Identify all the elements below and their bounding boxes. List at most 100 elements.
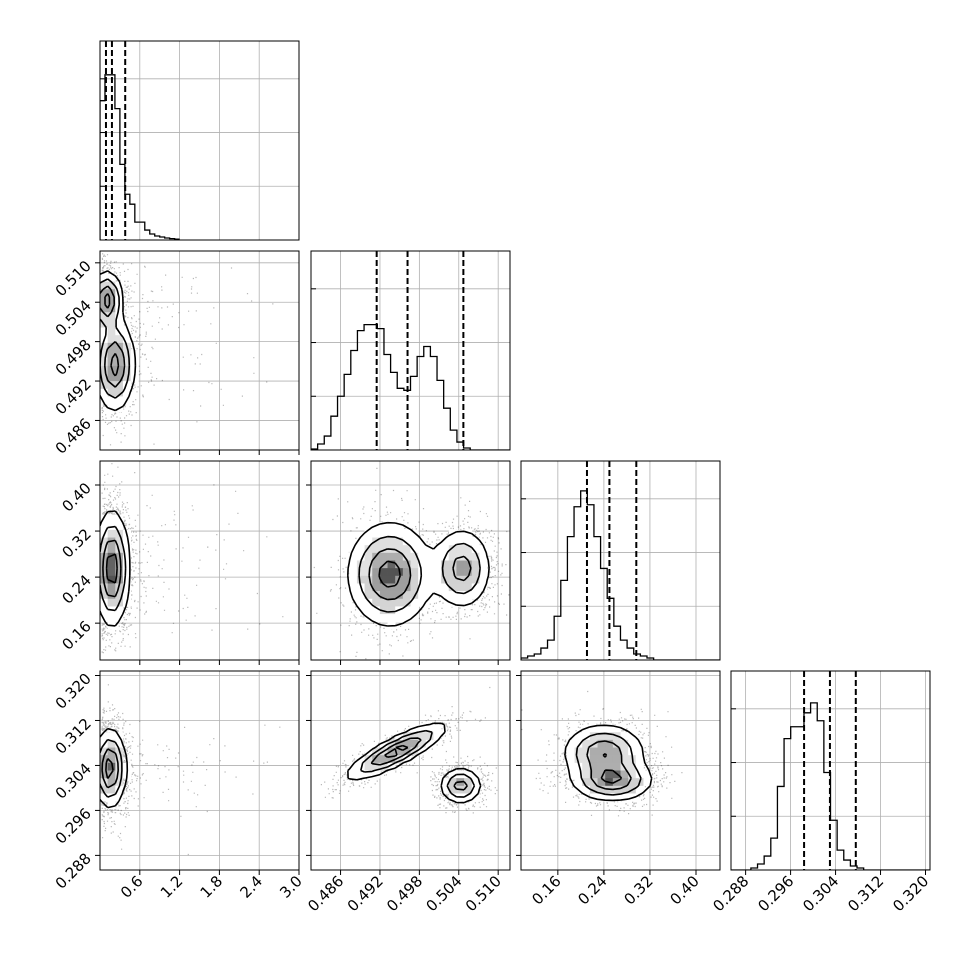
density-cell-2-1-15-9 [379, 575, 388, 584]
density-cell-2-0-13-3 [122, 560, 132, 569]
density-cell-2-0-10-2 [115, 537, 124, 546]
density-cell-3-2-9-8 [582, 739, 591, 748]
contour-3-0-1 [100, 738, 123, 798]
density-cell-2-0-13-0 [100, 560, 109, 569]
density-cell-2-1-11-9 [379, 545, 388, 554]
density-cell-2-1-14-19 [456, 568, 465, 577]
density-cell-3-2-14-16 [643, 778, 652, 787]
density-cell-3-2-14-10 [597, 778, 606, 787]
density-cell-2-0-11-2 [115, 545, 124, 554]
scatter-frame-1-0 [99, 250, 300, 451]
density-cell-3-1-7-15 [425, 724, 434, 733]
density-cell-3-2-15-10 [597, 785, 606, 794]
contour-3-1-2 [370, 737, 468, 791]
density-cell-3-2-8-9 [589, 732, 598, 741]
xtick-label-2-3: 0.40 [666, 872, 702, 908]
density-cell-3-2-11-8 [582, 755, 591, 764]
density-cell-3-1-15-20 [464, 785, 473, 794]
density-cell-1-0-4-0 [100, 281, 109, 290]
density-cell-2-1-13-19 [456, 560, 465, 569]
density-cell-2-1-11-18 [448, 545, 457, 554]
density-cell-2-1-13-13 [410, 560, 419, 569]
scatter-frame-3-1 [310, 670, 511, 871]
density-cell-2-1-16-20 [464, 583, 473, 592]
scatter-frame-2-0 [99, 460, 300, 661]
density-cell-2-1-18-8 [372, 598, 381, 607]
density-cell-2-1-17-14 [418, 591, 427, 600]
xtick-label-3-1: 0.296 [754, 872, 797, 915]
contour-3-2-1 [575, 732, 642, 796]
density-cell-2-1-11-13 [410, 545, 419, 554]
density-cell-1-0-18-1 [107, 388, 116, 397]
density-cell-3-2-14-8 [582, 778, 591, 787]
density-cell-3-2-15-9 [589, 785, 598, 794]
ytick-label-2-0: 0.16 [58, 617, 94, 653]
density-cell-2-0-9-1 [107, 529, 116, 538]
density-cell-3-2-9-13 [620, 739, 629, 748]
density-cell-1-0-6-1 [107, 296, 116, 305]
density-cell-2-1-14-16 [433, 568, 442, 577]
density-cell-3-0-9-2 [115, 739, 124, 748]
ytick-label-2-3: 0.40 [58, 479, 94, 515]
density-cell-1-0-11-2 [115, 335, 124, 344]
density-cell-3-2-7-9 [589, 724, 598, 733]
contour-3-1-3 [384, 744, 409, 758]
density-cell-3-2-9-7 [574, 739, 583, 748]
density-cell-2-1-14-17 [441, 568, 450, 577]
density-cell-2-0-14-3 [122, 568, 132, 577]
density-cell-3-2-16-11 [605, 793, 614, 802]
density-cell-2-1-13-17 [441, 560, 450, 569]
density-cell-3-1-9-10 [387, 739, 396, 748]
density-cell-2-1-12-15 [425, 552, 434, 561]
density-cell-2-1-13-5 [349, 560, 358, 569]
density-cell-2-1-14-10 [387, 568, 396, 577]
density-cell-3-0-9-1 [107, 739, 116, 748]
density-cell-2-1-11-19 [456, 545, 465, 554]
density-cell-2-0-20-1 [107, 614, 116, 623]
density-cell-2-1-18-14 [418, 598, 427, 607]
density-cell-2-1-11-17 [441, 545, 450, 554]
density-cell-3-0-16-0 [100, 793, 109, 802]
density-cell-3-1-10-12 [402, 747, 411, 756]
density-cell-2-1-11-22 [479, 545, 488, 554]
density-cell-2-1-17-6 [356, 591, 365, 600]
density-cell-1-0-8-0 [100, 312, 109, 321]
density-cell-2-1-9-19 [456, 529, 465, 538]
density-cell-3-2-13-6 [566, 770, 575, 779]
density-cell-1-0-16-2 [115, 373, 124, 382]
density-cell-2-1-14-6 [356, 568, 365, 577]
density-cell-1-0-18-2 [115, 388, 124, 397]
density-cell-3-2-13-13 [620, 770, 629, 779]
contour-2-0-0 [100, 510, 131, 627]
density-cell-3-1-13-8 [372, 770, 381, 779]
density-cell-2-1-15-13 [410, 575, 419, 584]
density-cell-3-2-11-11 [605, 755, 614, 764]
density-cell-3-2-7-10 [597, 724, 606, 733]
density-cell-3-2-12-8 [582, 762, 591, 771]
hist-step-2 [521, 490, 720, 660]
density-cell-2-1-13-21 [471, 560, 480, 569]
density-cell-3-0-15-1 [107, 785, 116, 794]
density-cell-3-2-13-8 [582, 770, 591, 779]
density-cell-1-0-8-1 [107, 312, 116, 321]
density-cell-3-1-9-9 [379, 739, 388, 748]
density-cell-3-0-12-0 [100, 762, 109, 771]
density-cell-2-1-17-11 [395, 591, 404, 600]
density-cell-2-1-10-10 [387, 537, 396, 546]
density-cell-2-1-16-18 [448, 583, 457, 592]
density-cell-1-0-13-3 [122, 350, 132, 359]
density-cell-2-0-13-1 [107, 560, 116, 569]
density-cell-2-1-14-5 [349, 568, 358, 577]
density-cell-2-1-11-20 [464, 545, 473, 554]
density-cell-2-1-13-15 [425, 560, 434, 569]
density-cell-1-0-12-0 [100, 342, 109, 351]
density-cell-2-1-16-21 [471, 583, 480, 592]
density-cell-2-1-13-10 [387, 560, 396, 569]
density-cell-3-1-7-14 [418, 724, 427, 733]
density-cell-3-2-14-14 [628, 778, 637, 787]
density-cell-3-2-11-15 [635, 755, 644, 764]
density-cell-2-1-16-9 [379, 583, 388, 592]
xtick-label-2-1: 0.24 [574, 872, 610, 908]
density-cell-3-0-8-1 [107, 732, 116, 741]
